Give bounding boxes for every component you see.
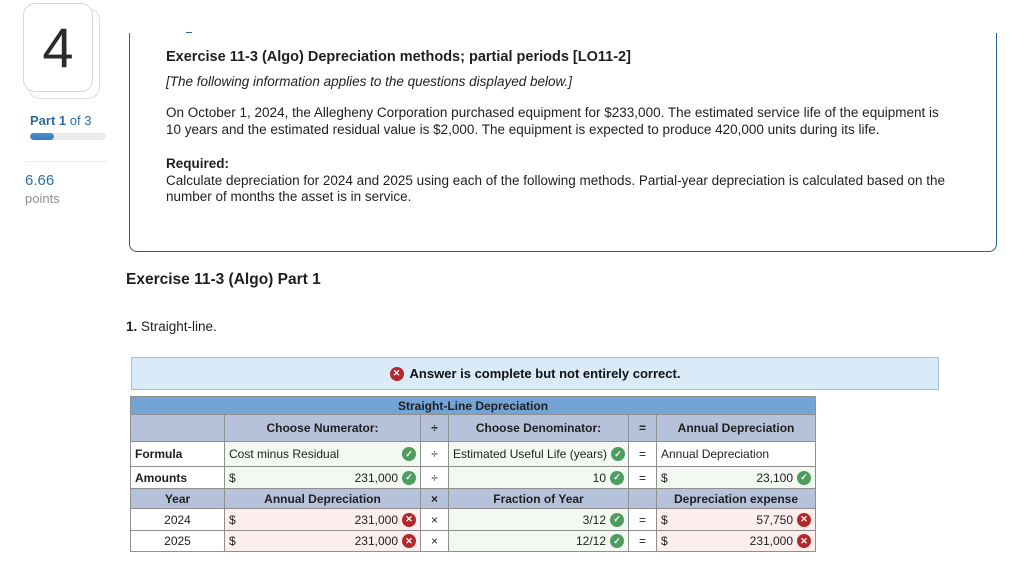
fraction-value: 3/12 xyxy=(582,512,606,527)
formula-numerator-cell[interactable]: Cost minus Residual ✓ xyxy=(224,441,421,467)
fraction-of-year-header: Fraction of Year xyxy=(448,488,629,509)
fraction-value: 12/12 xyxy=(575,534,606,548)
currency-symbol: $ xyxy=(229,470,236,485)
depreciation-expense-value: 57,750 xyxy=(756,512,794,527)
progress-bar-fill xyxy=(30,133,55,140)
item-number: 1. xyxy=(126,319,138,334)
item-text: Straight-line. xyxy=(137,319,217,334)
equals-operator: = xyxy=(628,530,657,552)
part-indicator-total: of 3 xyxy=(66,113,92,128)
currency-symbol: $ xyxy=(661,534,668,548)
question-number-card-front: 4 xyxy=(23,3,93,92)
grading-status-banner: ✕ Answer is complete but not entirely co… xyxy=(131,357,939,390)
annual-depreciation-cell[interactable]: $ 231,000 ✕ xyxy=(224,530,421,552)
check-icon: ✓ xyxy=(610,470,624,485)
amounts-denominator-cell[interactable]: 10 ✓ xyxy=(448,466,629,489)
choose-numerator-header: Choose Numerator: xyxy=(224,414,421,442)
check-icon: ✓ xyxy=(797,470,812,485)
year-cell: 2025 xyxy=(130,530,225,552)
annual-depreciation-cell[interactable]: $ 231,000 ✕ xyxy=(224,508,421,531)
x-icon: ✕ xyxy=(402,534,416,548)
item-line: 1. Straight-line. xyxy=(126,319,217,334)
multiply-operator-header: × xyxy=(420,488,449,509)
currency-symbol: $ xyxy=(661,470,668,485)
required-body-text: Calculate depreciation for 2024 and 2025… xyxy=(166,172,945,205)
question-info-box: Exercise 11-3 (Algo) Depreciation method… xyxy=(129,33,997,252)
depreciation-expense-header: Depreciation expense xyxy=(655,488,817,509)
required-label: Required: xyxy=(166,156,230,171)
currency-symbol: $ xyxy=(661,512,668,527)
x-icon: ✕ xyxy=(797,534,812,548)
choose-denominator-header: Choose Denominator: xyxy=(448,414,629,442)
straight-line-depreciation-table: Straight-Line Depreciation Choose Numera… xyxy=(129,396,817,552)
amounts-numerator-cell[interactable]: $ 231,000 ✓ xyxy=(224,466,421,489)
multiply-operator: × xyxy=(420,530,449,552)
amounts-numerator-value: 231,000 xyxy=(354,470,398,485)
points-label: points xyxy=(25,191,60,206)
depreciation-expense-cell[interactable]: $ 231,000 ✕ xyxy=(655,530,817,552)
exercise-title: Exercise 11-3 (Algo) Depreciation method… xyxy=(166,49,631,65)
part-heading: Exercise 11-3 (Algo) Part 1 xyxy=(126,271,321,288)
check-icon: ✓ xyxy=(610,534,624,548)
amounts-result-value: 23,100 xyxy=(756,470,794,485)
year-cell: 2024 xyxy=(130,508,225,531)
fraction-of-year-cell[interactable]: 3/12 ✓ xyxy=(448,508,629,531)
year-row-2024: 2024 $ 231,000 ✕ × 3/12 ✓ = xyxy=(130,508,817,531)
blank-header-cell xyxy=(130,414,225,442)
annual-depreciation-value: 231,000 xyxy=(354,534,398,548)
currency-symbol: $ xyxy=(229,534,236,548)
table-title: Straight-Line Depreciation xyxy=(129,396,817,415)
sidebar-divider xyxy=(25,161,107,162)
x-icon: ✕ xyxy=(402,512,416,527)
exercise-body-text: On October 1, 2024, the Allegheny Corpor… xyxy=(166,105,939,137)
formula-numerator-value: Cost minus Residual xyxy=(229,447,340,461)
formula-row-label: Formula xyxy=(130,441,225,467)
progress-bar xyxy=(30,133,106,140)
points-value: 6.66 xyxy=(25,172,55,189)
annual-depreciation-value: 231,000 xyxy=(354,512,398,527)
check-icon: ✓ xyxy=(610,512,624,527)
exercise-subtitle: [The following information applies to th… xyxy=(166,74,572,89)
amounts-row-label: Amounts xyxy=(130,466,225,489)
annual-depreciation-header: Annual Depreciation xyxy=(655,414,817,442)
question-number-card: 4 xyxy=(23,3,100,99)
equals-operator: = xyxy=(628,508,657,531)
annual-depreciation-col-header: Annual Depreciation xyxy=(224,488,421,509)
divide-operator-header: ÷ xyxy=(420,414,449,442)
question-number: 4 xyxy=(42,15,74,79)
depreciation-expense-value: 231,000 xyxy=(749,534,794,548)
equals-operator-header: = xyxy=(628,414,657,442)
year-header: Year xyxy=(130,488,225,509)
year-row-2025: 2025 $ 231,000 ✕ × 12/12 ✓ = xyxy=(130,530,817,552)
fraction-of-year-cell[interactable]: 12/12 ✓ xyxy=(448,530,629,552)
formula-result-cell: Annual Depreciation xyxy=(655,441,817,467)
amounts-denominator-value: 10 xyxy=(592,470,606,485)
blank-equals-header xyxy=(628,488,657,509)
depreciation-expense-cell[interactable]: $ 57,750 ✕ xyxy=(655,508,817,531)
grading-status-text: Answer is complete but not entirely corr… xyxy=(409,366,681,381)
amounts-result-cell[interactable]: $ 23,100 ✓ xyxy=(655,466,817,489)
amounts-equals-operator: = xyxy=(628,466,657,489)
formula-denominator-value: Estimated Useful Life (years) xyxy=(453,447,608,461)
multiply-operator: × xyxy=(420,508,449,531)
amounts-divide-operator: ÷ xyxy=(420,466,449,489)
check-icon: ✓ xyxy=(402,447,416,461)
part-indicator-current: Part 1 xyxy=(30,113,67,128)
x-circle-icon: ✕ xyxy=(389,366,404,381)
formula-equals-operator: = xyxy=(628,441,657,467)
formula-denominator-cell[interactable]: Estimated Useful Life (years) ✓ xyxy=(448,441,629,467)
currency-symbol: $ xyxy=(229,512,236,527)
formula-divide-operator: ÷ xyxy=(420,441,449,467)
check-icon: ✓ xyxy=(611,447,626,461)
x-icon: ✕ xyxy=(797,512,812,527)
part-indicator: Part 1 of 3 xyxy=(30,113,91,128)
check-icon: ✓ xyxy=(402,470,416,485)
